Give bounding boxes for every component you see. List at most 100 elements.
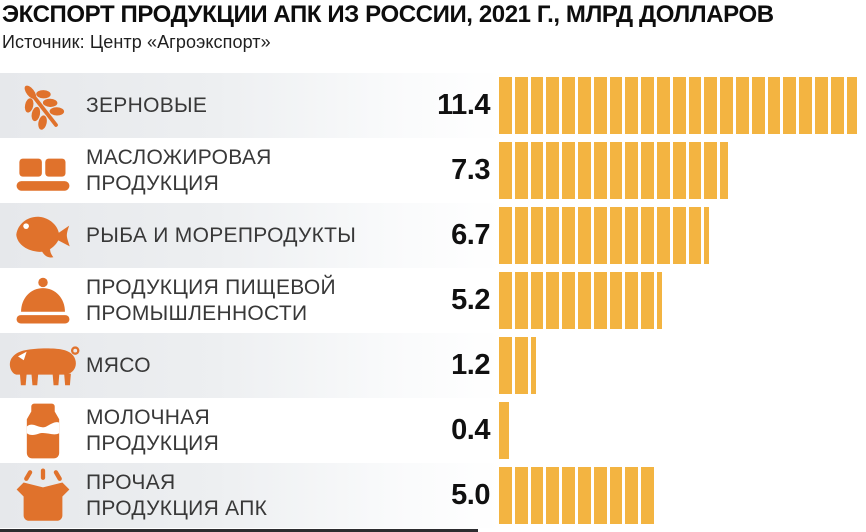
segmented-bar: [490, 77, 866, 134]
bar-segment-partial: [530, 337, 536, 394]
category-label-line: ПРОДУКЦИЯ АПК: [86, 496, 268, 520]
fish-icon: [0, 212, 86, 260]
bar-segment: [530, 207, 544, 264]
bar-segment: [546, 467, 560, 524]
value-label: 5.0: [451, 479, 490, 511]
bar-segment: [593, 207, 607, 264]
bar-segment: [656, 142, 670, 199]
bar-segment: [499, 337, 512, 394]
value-label: 1.2: [451, 349, 490, 381]
segmented-bar: [490, 337, 866, 394]
milk-bottle-icon: [0, 402, 86, 460]
bar-segment: [625, 467, 639, 524]
bar-segment-partial: [656, 272, 663, 329]
category-label: ПРОДУКЦИЯ ПИЩЕВОЙ ПРОМЫШЛЕННОСТИ: [86, 275, 402, 327]
bar-segment: [499, 77, 512, 134]
cloche-icon: [0, 274, 86, 328]
bar-segment: [641, 207, 654, 264]
chart-rows: ЗЕРНОВЫЕ 11.4 МАСЛОЖИРОВАЯ ПРОДУКЦИЯ 7.3 РЫБА…: [0, 73, 866, 528]
bar-segment: [562, 77, 575, 134]
bar-segment: [530, 142, 544, 199]
bar-segment: [514, 142, 528, 199]
bar-segment-partial: [704, 207, 710, 264]
bar-segment: [499, 207, 512, 264]
chart-row: РЫБА И МОРЕПРОДУКТЫ 6.7: [0, 203, 866, 268]
bar-segment: [562, 272, 575, 329]
bar-segment: [546, 77, 560, 134]
chart-header: ЭКСПОРТ ПРОДУКЦИИ АПК ИЗ РОССИИ, 2021 Г.…: [0, 0, 866, 53]
chart-title: ЭКСПОРТ ПРОДУКЦИИ АПК ИЗ РОССИИ, 2021 Г.…: [2, 1, 774, 28]
bar-segment: [593, 467, 607, 524]
bar-segment: [514, 207, 528, 264]
segmented-bar: [490, 467, 866, 524]
bar-segment: [751, 77, 765, 134]
bar-segment: [656, 77, 670, 134]
bar-segment: [688, 142, 702, 199]
segmented-bar: [490, 207, 866, 264]
category-label: ПРОЧАЯ ПРОДУКЦИЯ АПК: [86, 470, 402, 522]
chart-row: МЯСО 1.2: [0, 333, 866, 398]
bar-segment: [625, 142, 639, 199]
segmented-bar: [490, 142, 866, 199]
category-label-line: МЯСО: [86, 353, 151, 377]
bar-segment: [499, 142, 512, 199]
chart-row: МОЛОЧНАЯ ПРОДУКЦИЯ 0.4: [0, 398, 866, 463]
category-label: РЫБА И МОРЕПРОДУКТЫ: [86, 223, 402, 249]
bar-segment: [672, 77, 686, 134]
bar-segment: [530, 467, 544, 524]
value-label: 0.4: [451, 414, 490, 446]
value-label: 6.7: [451, 219, 490, 251]
wheat-icon: [0, 77, 86, 135]
segmented-bar: [490, 272, 866, 329]
bar-segment: [609, 272, 623, 329]
bottom-border-line: [0, 529, 478, 532]
bar-segment: [577, 142, 591, 199]
category-label-line: ПРОДУКЦИЯ: [86, 171, 220, 195]
bar-segment: [641, 142, 654, 199]
bar-segment: [625, 77, 639, 134]
bar-segment: [641, 77, 654, 134]
butter-icon: [0, 144, 86, 198]
bar-segment: [593, 77, 607, 134]
bar-segment: [514, 77, 528, 134]
category-label-line: МОЛОЧНАЯ: [86, 405, 210, 429]
value-label: 11.4: [437, 89, 490, 121]
category-label: ЗЕРНОВЫЕ: [86, 93, 402, 119]
value-label: 5.2: [451, 284, 490, 316]
bar-segment: [593, 142, 607, 199]
bar-segment: [499, 272, 512, 329]
category-label-line: РЫБА И МОРЕПРОДУКТЫ: [86, 223, 357, 247]
category-label-line: ПРОЧАЯ: [86, 470, 176, 494]
bar-segment: [514, 337, 528, 394]
bar-segment: [577, 467, 591, 524]
bar-segment-partial: [499, 402, 510, 459]
bar-segment: [830, 77, 844, 134]
bar-segment: [625, 272, 639, 329]
bar-segment: [704, 77, 718, 134]
bar-segment: [546, 142, 560, 199]
pot-icon: [0, 468, 86, 524]
bar-segment: [499, 467, 512, 524]
category-label: МЯСО: [86, 353, 402, 379]
bar-segment: [562, 207, 575, 264]
bar-segment: [625, 207, 639, 264]
chart-row: ПРОЧАЯ ПРОДУКЦИЯ АПК 5.0: [0, 463, 866, 528]
bar-segment: [514, 272, 528, 329]
bar-segment: [609, 142, 623, 199]
category-label-line: ПРОМЫШЛЕННОСТИ: [86, 301, 308, 325]
bar-segment: [767, 77, 781, 134]
bar-segment-partial: [720, 142, 728, 199]
bar-segment: [593, 272, 607, 329]
bar-segment: [514, 467, 528, 524]
bar-segment: [704, 142, 718, 199]
category-label-line: ПРОДУКЦИЯ: [86, 431, 220, 455]
bar-segment: [688, 207, 702, 264]
bar-segment: [562, 467, 575, 524]
bar-segment: [688, 77, 702, 134]
bar-segment: [609, 77, 623, 134]
chart-row: ПРОДУКЦИЯ ПИЩЕВОЙ ПРОМЫШЛЕННОСТИ 5.2: [0, 268, 866, 333]
bar-segment-partial: [846, 77, 857, 134]
bar-segment: [577, 77, 591, 134]
bar-segment: [641, 272, 654, 329]
